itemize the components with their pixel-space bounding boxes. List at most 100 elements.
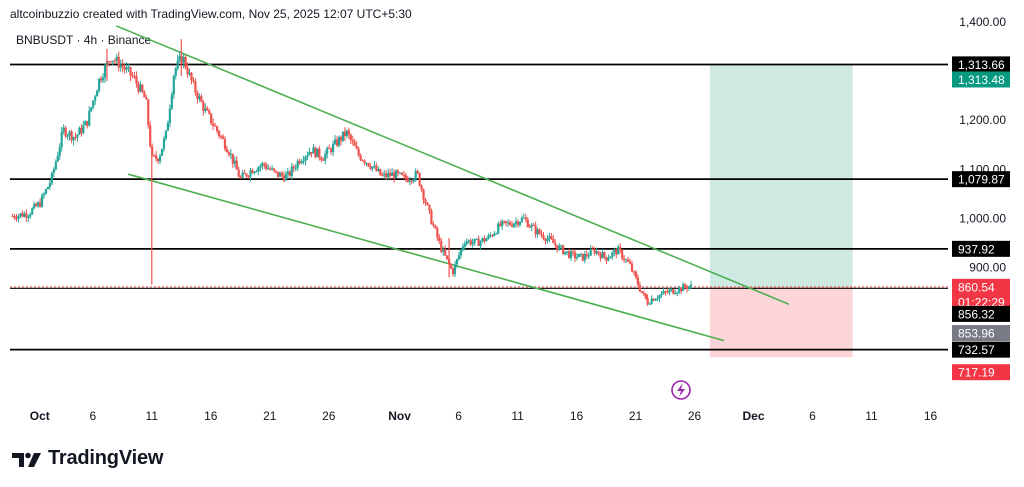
x-tick-label: 21 [629, 409, 643, 423]
candle-body [233, 160, 236, 164]
candle-body [214, 125, 217, 127]
candle-body [44, 189, 48, 194]
candle-body [121, 64, 124, 68]
candle-body [326, 147, 329, 154]
candle-body [351, 139, 354, 142]
candle-body [642, 292, 645, 294]
candle-body [255, 171, 258, 173]
candle-body [497, 223, 500, 234]
lightning-marker[interactable] [671, 380, 691, 400]
x-tick-label: 21 [263, 409, 277, 423]
candle-body [569, 251, 573, 258]
chart-attribution: altcoinbuzzio created with TradingView.c… [10, 7, 412, 21]
symbol-legend[interactable]: BNBUSDT · 4h · Binance [16, 33, 152, 47]
candle-body [436, 228, 439, 238]
candle-body [538, 229, 541, 234]
candle-body [491, 235, 494, 237]
candle-body [400, 172, 404, 175]
candle-body [221, 136, 225, 139]
candle-body [52, 169, 55, 174]
candle-body [174, 68, 177, 76]
y-tick-label: 1,000.00 [959, 211, 1006, 225]
candle-body [503, 220, 506, 222]
candle-body [178, 56, 181, 61]
x-tick-label: 16 [924, 409, 938, 423]
candle-body [654, 299, 657, 301]
candle-body [658, 295, 661, 299]
candle-body [288, 171, 291, 176]
candle-body [520, 217, 523, 223]
candle-body [135, 76, 138, 84]
candle-body [231, 153, 234, 164]
lightning-icon[interactable] [671, 380, 691, 400]
candle-body [479, 241, 482, 247]
candle-body [357, 148, 360, 156]
candlestick-series [11, 39, 693, 306]
position-zones [709, 64, 853, 358]
candle-body [235, 160, 238, 170]
candle-body [406, 179, 409, 182]
candle-body [316, 148, 319, 158]
candle-body [101, 77, 105, 81]
candle-body [278, 172, 282, 177]
x-tick-label: Nov [388, 409, 411, 423]
candle-body [528, 226, 531, 228]
trendline [116, 25, 790, 306]
candle-body [158, 155, 162, 162]
price-axis[interactable]: 1,400.001,300.001,200.001,100.001,000.00… [959, 15, 1006, 274]
candle-body [560, 245, 563, 247]
brand-name: TradingView [48, 447, 164, 469]
candle-body [74, 136, 77, 138]
candle-body [349, 134, 352, 140]
candle-body [591, 249, 594, 251]
candle-body [245, 173, 248, 177]
candle-body [292, 166, 295, 169]
candle-body [394, 170, 398, 179]
candle-body [253, 171, 256, 174]
candle-body [333, 139, 337, 144]
price-tag-label: 853.96 [958, 327, 995, 341]
y-tick-label: 1,400.00 [959, 15, 1006, 29]
candle-body [680, 287, 683, 292]
channel-trendlines [116, 25, 790, 342]
candle-body [605, 256, 608, 261]
candle-body [493, 233, 496, 236]
candle-body [60, 131, 63, 148]
candle-body [630, 263, 634, 272]
candle-body [621, 250, 624, 259]
candle-body [127, 67, 130, 69]
time-axis[interactable]: Oct 6 11 16 21 26 Nov 6 11 16 21 26 Dec 6 11 16 [30, 409, 938, 423]
x-tick-label: Dec [743, 409, 765, 423]
candle-body [361, 160, 364, 162]
candle-body [428, 204, 431, 211]
candle-body [418, 172, 421, 186]
candle-body [66, 135, 69, 137]
candle-body [377, 168, 380, 171]
candle-body [80, 127, 83, 134]
candle-body [170, 94, 173, 109]
candle-body [54, 161, 57, 170]
candle-body [430, 210, 433, 225]
candle-body [88, 110, 91, 126]
candle-body [90, 107, 93, 111]
candle-body [137, 83, 140, 92]
candle-body [96, 90, 99, 97]
candle-body [501, 220, 504, 226]
candle-body [652, 298, 655, 301]
price-tag-label: 937.92 [958, 242, 995, 256]
candle-body [410, 180, 413, 182]
candle-body [365, 162, 368, 164]
candle-body [247, 176, 250, 178]
candle-body [558, 245, 561, 251]
candle-body [176, 60, 179, 69]
price-tag-bg [952, 341, 1010, 358]
tradingview-logo[interactable]: TradingView [12, 447, 163, 470]
candle-body [662, 291, 665, 294]
candle-body [269, 168, 272, 170]
candle-body [524, 217, 527, 220]
price-tags: 1,313.661,313.48 1,079.87 937.92 860.5401:2… [952, 56, 1010, 381]
candle-body [84, 121, 87, 126]
stop-zone [709, 286, 853, 358]
candle-body [542, 235, 545, 239]
